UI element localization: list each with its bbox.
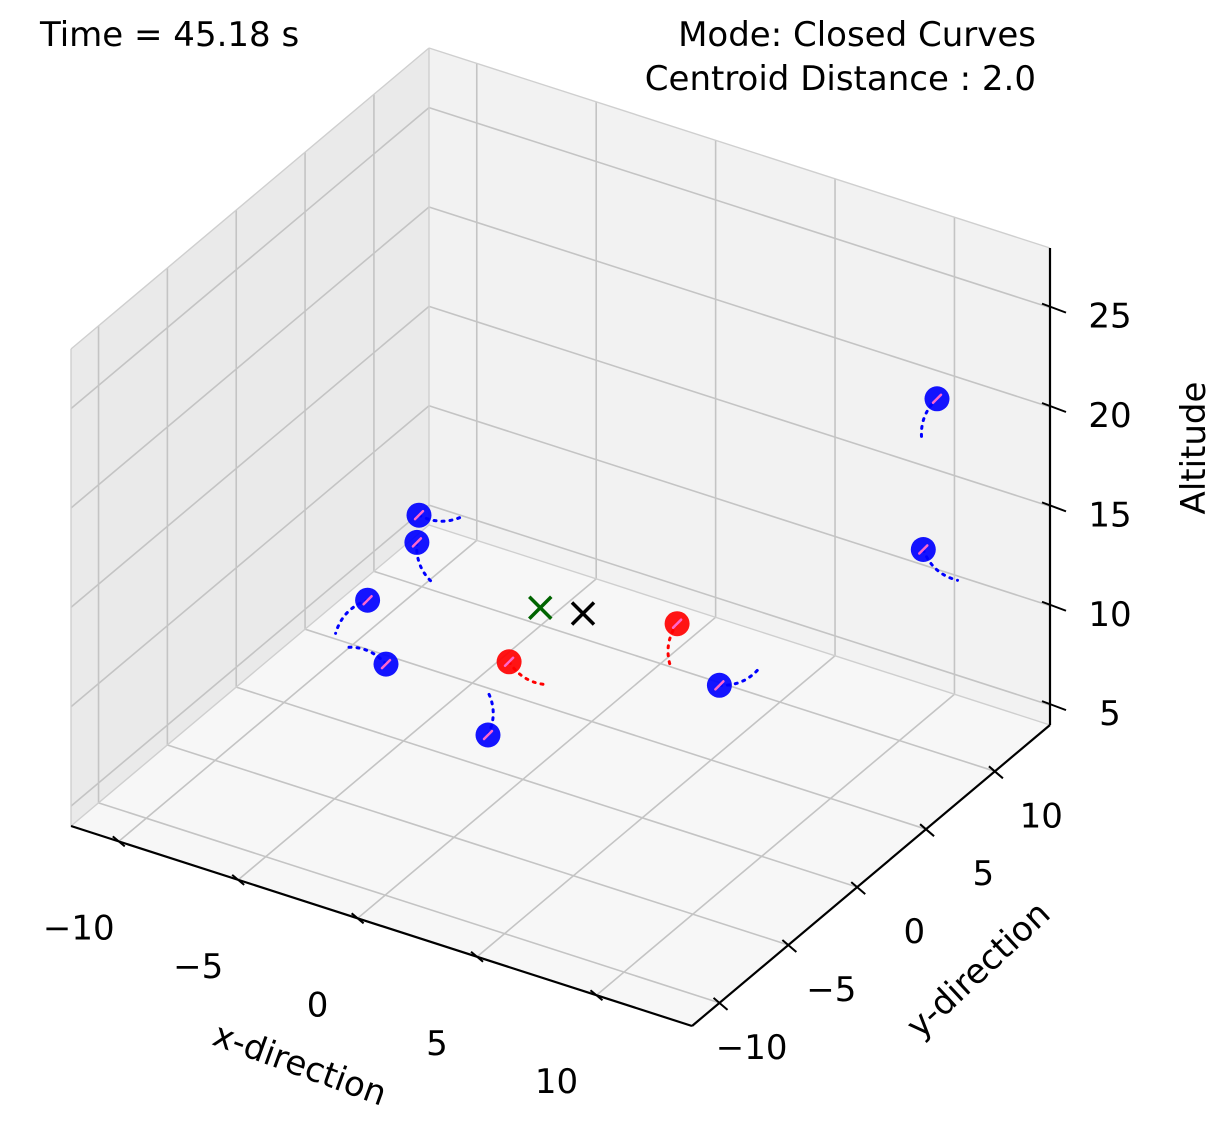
pane-edge <box>428 47 1051 249</box>
grid-line <box>595 693 955 996</box>
x-tick <box>231 874 245 886</box>
blue-agent-trail <box>334 598 370 635</box>
grid-line <box>70 107 430 410</box>
grid-line <box>118 539 478 842</box>
red-agent-point <box>664 611 690 637</box>
grid-line <box>373 570 996 773</box>
x-tick-label: 0 <box>307 985 329 1025</box>
blue-agent-point <box>373 651 399 677</box>
grid-line <box>70 206 430 509</box>
grid-line <box>237 578 597 881</box>
z-tick <box>1041 700 1067 712</box>
blue-agent-trail <box>484 687 495 737</box>
agent-points <box>355 386 950 748</box>
z-tick-label: 15 <box>1088 495 1131 535</box>
x-tick-label: −5 <box>173 947 223 987</box>
blue-agent-point <box>924 386 950 412</box>
grid-line <box>98 802 720 1004</box>
blue-agent-trail <box>415 540 437 587</box>
x-tick <box>112 835 126 848</box>
centroid-distance-text: Centroid Distance : 2.0 <box>645 59 1036 99</box>
red-agent-point <box>496 649 522 675</box>
grid-lines <box>70 63 1051 1004</box>
red-agent-trail <box>666 622 679 671</box>
y-tick-label: 0 <box>904 912 926 952</box>
z-tick <box>1041 600 1067 612</box>
grid-line <box>304 628 927 830</box>
grid-line <box>428 305 1051 508</box>
z-tick <box>1041 501 1067 513</box>
x-tick-label: −10 <box>43 908 115 948</box>
grid-line <box>428 504 1051 706</box>
z-tick <box>1041 402 1067 413</box>
x-axis-label: x-direction <box>208 1015 392 1115</box>
z-tick-label: 10 <box>1088 595 1131 635</box>
blue-agent-point <box>355 587 381 613</box>
pane-edge <box>70 47 430 350</box>
z-tick <box>1041 302 1067 314</box>
grid-line <box>476 655 836 958</box>
black-x-marker <box>570 601 596 626</box>
grid-line <box>428 206 1051 408</box>
blue-agent-point <box>475 722 501 748</box>
pane-edge <box>428 524 1051 726</box>
blue-agent-trail <box>919 397 939 444</box>
z-axis-label: Altitude <box>1174 382 1214 515</box>
floor-pane <box>71 525 1050 1026</box>
x-tick <box>470 951 484 963</box>
z-tick-label: 25 <box>1088 297 1131 337</box>
y-tick-label: −5 <box>806 970 856 1010</box>
grid-line <box>70 504 430 807</box>
pane-edge <box>70 524 430 827</box>
y-tick <box>850 881 866 895</box>
blue-agent-trail <box>717 664 763 687</box>
x-tick-label: 5 <box>426 1024 448 1064</box>
x-tick <box>589 989 604 1001</box>
agent-trails <box>334 397 959 737</box>
grid-line <box>70 305 430 608</box>
x-tick-label: 10 <box>535 1062 578 1102</box>
grid-line <box>428 404 1051 607</box>
x-tick <box>350 912 365 925</box>
blue-agent-point <box>706 672 732 698</box>
tick-labels: −10 −5 0 5 10 −10 −5 0 5 10 5 10 15 20 25 <box>43 297 1132 1103</box>
y-tick-label: 10 <box>1020 796 1063 836</box>
grid-line <box>357 616 717 919</box>
grid-line <box>428 106 1051 309</box>
y-axis-line <box>691 724 1051 1027</box>
red-agent-trail <box>507 660 551 687</box>
blue-agent-trail <box>417 513 467 523</box>
blue-agent-trail <box>341 645 388 666</box>
grid-line <box>167 744 789 946</box>
y-tick <box>988 765 1004 780</box>
grid-line <box>70 405 430 708</box>
y-tick-label: 5 <box>972 854 994 894</box>
y-tick <box>781 939 798 953</box>
blue-agent-point <box>910 537 936 562</box>
centroid-markers <box>528 595 596 626</box>
blue-agent-point <box>404 529 430 555</box>
y-tick <box>712 997 729 1011</box>
mode-text: Mode: Closed Curves <box>678 15 1036 55</box>
axis-lines <box>70 47 1052 1028</box>
y-tick-label: −10 <box>716 1028 788 1068</box>
blue-agent-point <box>406 502 432 528</box>
z-tick-label: 5 <box>1099 694 1121 734</box>
time-text: Time = 45.18 s <box>39 15 299 55</box>
x-axis-line <box>70 824 693 1028</box>
z-tick-label: 20 <box>1088 396 1131 436</box>
tick-marks <box>112 302 1067 1011</box>
blue-agent-trail <box>921 548 959 582</box>
y-tick <box>919 823 935 837</box>
grid-line <box>235 686 858 888</box>
axis-panes <box>71 48 1050 1026</box>
green-x-marker <box>528 595 553 621</box>
